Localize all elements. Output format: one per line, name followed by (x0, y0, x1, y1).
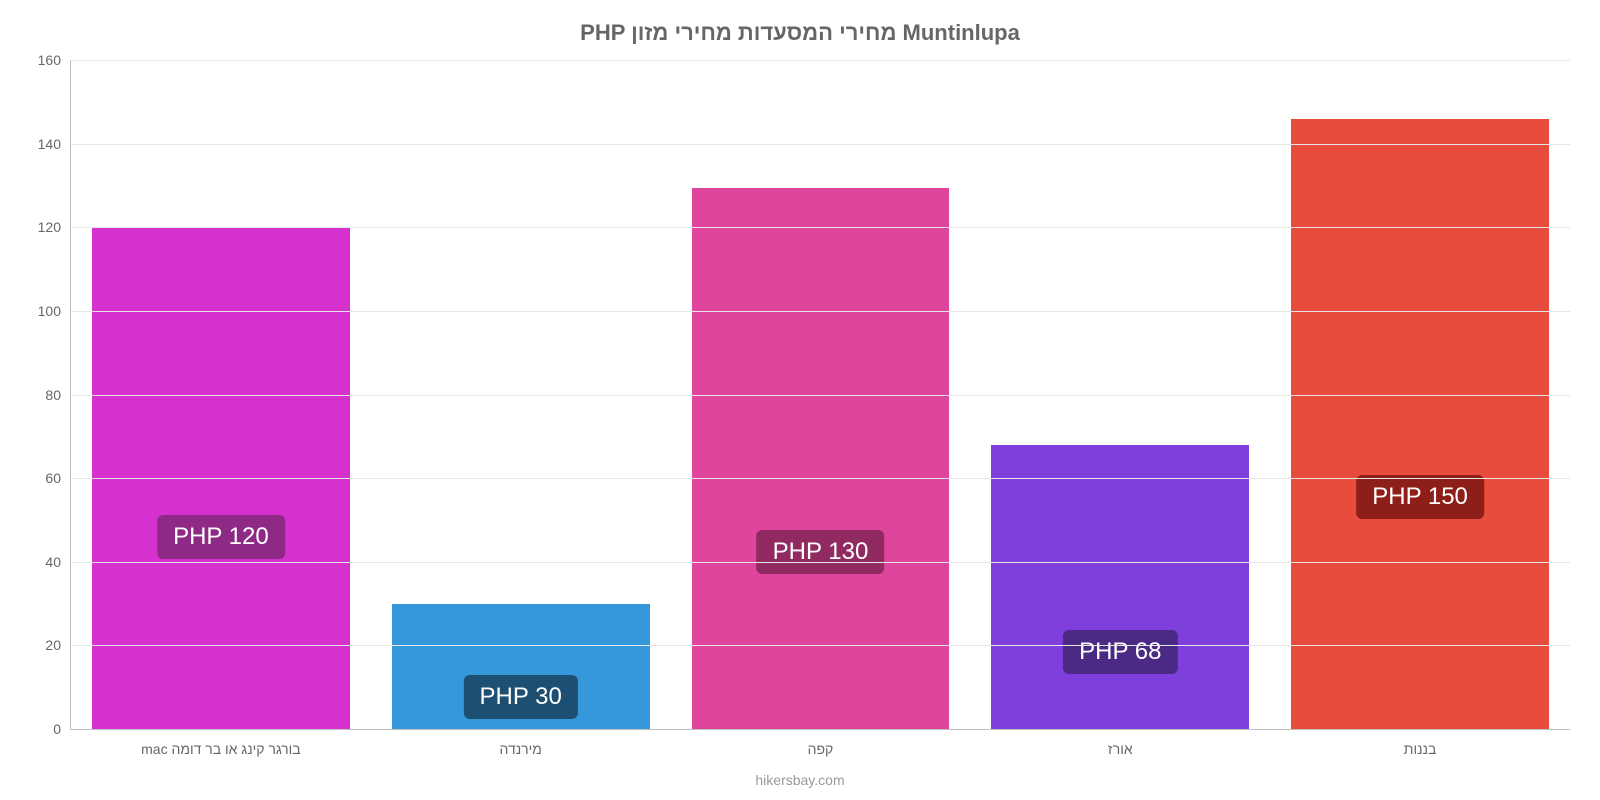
gridline (71, 562, 1570, 563)
gridline (71, 311, 1570, 312)
x-tick-label: בורגר קינג או בר דומה mac (141, 729, 301, 757)
gridline (71, 144, 1570, 145)
bar: PHP 68 (991, 445, 1249, 729)
gridline (71, 60, 1570, 61)
y-tick-label: 20 (45, 637, 71, 653)
bar-value-label: PHP 30 (464, 675, 578, 719)
y-tick-label: 100 (38, 303, 71, 319)
bar: PHP 30 (392, 604, 650, 729)
bar-value-label: PHP 120 (157, 515, 285, 559)
x-tick-label: מירנדה (499, 729, 541, 757)
plot-area: PHP 120בורגר קינג או בר דומה macPHP 30מי… (70, 60, 1570, 730)
y-tick-label: 120 (38, 219, 71, 235)
bar-value-label: PHP 68 (1063, 630, 1177, 674)
gridline (71, 645, 1570, 646)
bar-value-label: PHP 130 (757, 530, 885, 574)
y-tick-label: 40 (45, 554, 71, 570)
bar-value-label: PHP 150 (1356, 475, 1484, 519)
y-tick-label: 140 (38, 136, 71, 152)
bar: PHP 150 (1291, 119, 1549, 729)
gridline (71, 227, 1570, 228)
chart-container: PHP מחירי המסעדות מחירי מזון Muntinlupa … (0, 0, 1600, 800)
y-tick-label: 0 (53, 721, 71, 737)
gridline (71, 478, 1570, 479)
x-tick-label: אורז (1108, 729, 1133, 757)
bar: PHP 130 (692, 188, 950, 729)
x-tick-label: בננות (1404, 729, 1437, 757)
x-tick-label: קפה (808, 729, 834, 757)
y-tick-label: 80 (45, 387, 71, 403)
gridline (71, 395, 1570, 396)
chart-title: PHP מחירי המסעדות מחירי מזון Muntinlupa (0, 20, 1600, 46)
y-tick-label: 60 (45, 470, 71, 486)
y-tick-label: 160 (38, 52, 71, 68)
attribution: hikersbay.com (0, 772, 1600, 788)
